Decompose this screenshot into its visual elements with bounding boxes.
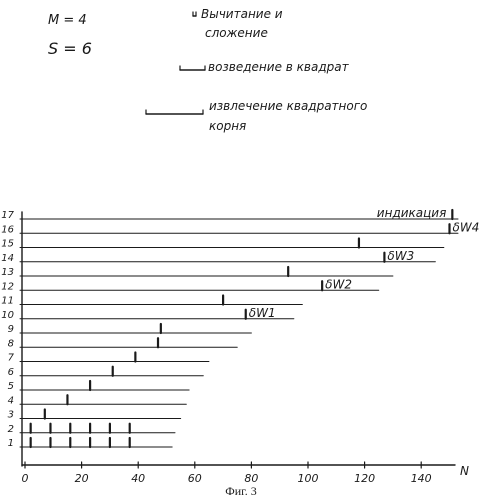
row-label-13: 13 — [1, 267, 14, 278]
x-tick-label: 100 — [298, 472, 319, 485]
figure-caption: Фиг. 3 — [225, 484, 256, 498]
legend-label-add-line1: Вычитание и — [201, 7, 283, 21]
legend-label-add-line2: сложение — [205, 26, 268, 40]
x-tick-label: 0 — [22, 472, 29, 485]
row-label-8: 8 — [8, 338, 14, 349]
row-label-10: 10 — [1, 310, 14, 321]
timeline-rows: 1234567891011121314151617 — [1, 210, 458, 449]
row-label-1: 1 — [8, 438, 14, 449]
legend-label-square: возведение в квадрат — [208, 60, 350, 74]
x-tick-label: 20 — [75, 472, 89, 485]
row-label-3: 3 — [8, 410, 14, 421]
x-axis-label: N — [460, 464, 469, 478]
legend-label-sqrt-line2: корня — [209, 119, 246, 133]
row-label-9: 9 — [8, 324, 14, 335]
row-label-2: 2 — [8, 424, 14, 435]
row-label-16: 16 — [1, 224, 14, 235]
row-label-15: 15 — [1, 239, 14, 250]
row-label-12: 12 — [1, 281, 14, 292]
row-label-7: 7 — [8, 353, 15, 364]
row-label-17: 17 — [1, 210, 14, 221]
x-tick-label: 60 — [188, 472, 202, 485]
legend: Вычитание и сложение возведение в квадра… — [146, 7, 367, 133]
annotation-delta-w: δW4 — [453, 220, 480, 234]
param-m: M = 4 — [48, 13, 87, 28]
annotation-delta-w: δW2 — [325, 277, 352, 291]
param-s: S = 6 — [48, 39, 92, 58]
legend-label-sqrt-line1: извлечение квадратного — [209, 99, 367, 113]
x-tick-label: 40 — [131, 472, 145, 485]
annotation-indication: индикация — [377, 206, 447, 220]
row-label-11: 11 — [1, 296, 14, 307]
x-tick-label: 120 — [354, 472, 375, 485]
row-label-5: 5 — [8, 381, 14, 392]
annotations: индикация δW4 δW3 δW2 δW1 — [249, 206, 480, 320]
row-label-4: 4 — [8, 395, 14, 406]
row-label-6: 6 — [8, 367, 14, 378]
annotation-delta-w: δW3 — [387, 249, 414, 263]
row-label-14: 14 — [1, 253, 14, 264]
annotation-delta-w: δW1 — [249, 306, 276, 320]
x-tick-label: 140 — [411, 472, 432, 485]
